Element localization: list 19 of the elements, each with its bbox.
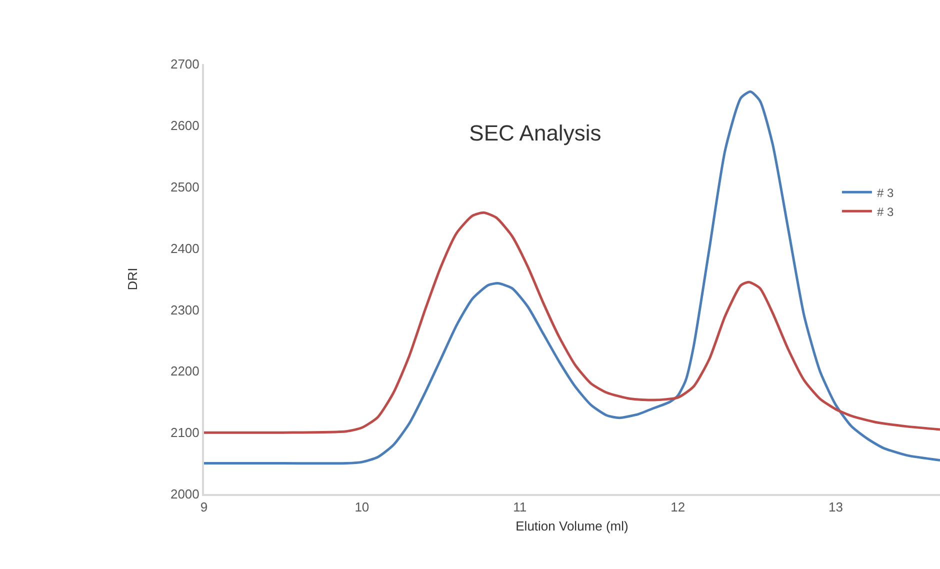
y-tick-label: 2600 bbox=[170, 118, 200, 133]
y-tick-label: 2700 bbox=[170, 56, 200, 72]
x-tick-label: 13 bbox=[828, 500, 843, 515]
line-series bbox=[204, 90, 940, 465]
x-tick-label: 12 bbox=[670, 500, 686, 515]
legend-label: # 3 bbox=[876, 186, 894, 200]
y-tick-label: 2200 bbox=[170, 364, 200, 379]
legend-label: # 3 bbox=[876, 204, 894, 219]
text: SEC Analysis bbox=[469, 120, 602, 146]
y-tick-label: 2400 bbox=[170, 240, 200, 256]
y-tick-label: 2000 bbox=[170, 486, 200, 502]
x-axis-title: Elution Volume (ml) bbox=[516, 518, 628, 534]
x-tick-label: 10 bbox=[354, 500, 370, 515]
x-tick-label: 11 bbox=[513, 500, 527, 515]
x-tick-label: 9 bbox=[200, 500, 208, 515]
y-axis-title: DRI bbox=[124, 268, 140, 290]
y-tick-label: 2300 bbox=[170, 302, 200, 318]
y-tick-label: 2100 bbox=[170, 425, 200, 440]
y-tick-label: 2500 bbox=[170, 179, 200, 194]
